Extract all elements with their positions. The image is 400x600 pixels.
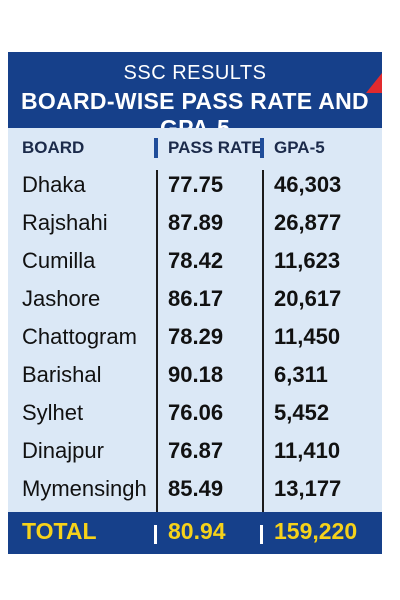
board-name: Dhaka [22, 172, 86, 197]
column-separator-line [262, 170, 264, 512]
table-row: Cumilla 78.42 11,623 [8, 244, 382, 282]
total-label: TOTAL [22, 518, 97, 544]
board-name: Cumilla [22, 248, 96, 273]
table-row: Mymensingh 85.49 13,177 [8, 472, 382, 510]
table-row: Barishal 90.18 6,311 [8, 358, 382, 396]
total-divider-marker [154, 525, 157, 544]
table-row: Dhaka 77.75 46,303 [8, 168, 382, 206]
pass-rate-value: 77.75 [168, 172, 224, 197]
total-divider-marker [260, 525, 263, 544]
table-row: Dinajpur 76.87 11,410 [8, 434, 382, 472]
table-row: Rajshahi 87.89 26,877 [8, 206, 382, 244]
total-row: TOTAL 80.94 159,220 [8, 512, 382, 554]
table-header-banner: SSC RESULTS BOARD-WISE PASS RATE AND GPA… [8, 52, 382, 141]
board-name: Rajshahi [22, 210, 108, 235]
table-row: Jashore 86.17 20,617 [8, 282, 382, 320]
column-header-board: BOARD [22, 138, 85, 157]
pass-rate-value: 90.18 [168, 362, 224, 387]
pass-rate-value: 78.42 [168, 248, 224, 273]
gpa5-value: 13,177 [274, 476, 342, 501]
column-header-pass-rate: PASS RATE [168, 138, 263, 157]
pass-rate-value: 76.06 [168, 400, 224, 425]
results-table: BOARD PASS RATE GPA-5 Dhaka 77.75 46,303 Ra… [8, 128, 382, 512]
pass-rate-value: 76.87 [168, 438, 224, 463]
pass-rate-value: 87.89 [168, 210, 224, 235]
table-row: Sylhet 76.06 5,452 [8, 396, 382, 434]
column-divider-marker [154, 138, 158, 158]
gpa5-value: 11,410 [274, 438, 341, 463]
column-header-gpa5: GPA-5 [274, 138, 325, 157]
pass-rate-value: 78.29 [168, 324, 224, 349]
gpa5-value: 46,303 [274, 172, 342, 197]
column-divider-marker [260, 138, 264, 158]
pass-rate-value: 85.49 [168, 476, 224, 501]
board-name: Chattogram [22, 324, 137, 349]
gpa5-value: 5,452 [274, 400, 330, 425]
column-header-row: BOARD PASS RATE GPA-5 [8, 128, 382, 168]
gpa5-value: 11,450 [274, 324, 341, 349]
board-name: Mymensingh [22, 476, 147, 501]
pass-rate-value: 86.17 [168, 286, 224, 311]
gpa5-value: 26,877 [274, 210, 342, 235]
column-separator-line [156, 170, 158, 512]
board-name: Jashore [22, 286, 101, 311]
table-title: SSC RESULTS [123, 62, 267, 84]
gpa5-value: 6,311 [274, 362, 328, 387]
gpa5-value: 20,617 [274, 286, 342, 311]
board-name: Barishal [22, 362, 102, 387]
total-gpa5: 159,220 [274, 518, 358, 544]
results-card: SSC RESULTS BOARD-WISE PASS RATE AND GPA… [8, 52, 382, 557]
board-name: Sylhet [22, 400, 84, 425]
total-pass-rate: 80.94 [168, 518, 226, 544]
board-name: Dinajpur [22, 438, 104, 463]
gpa5-value: 11,623 [274, 248, 341, 273]
table-row: Chattogram 78.29 11,450 [8, 320, 382, 358]
